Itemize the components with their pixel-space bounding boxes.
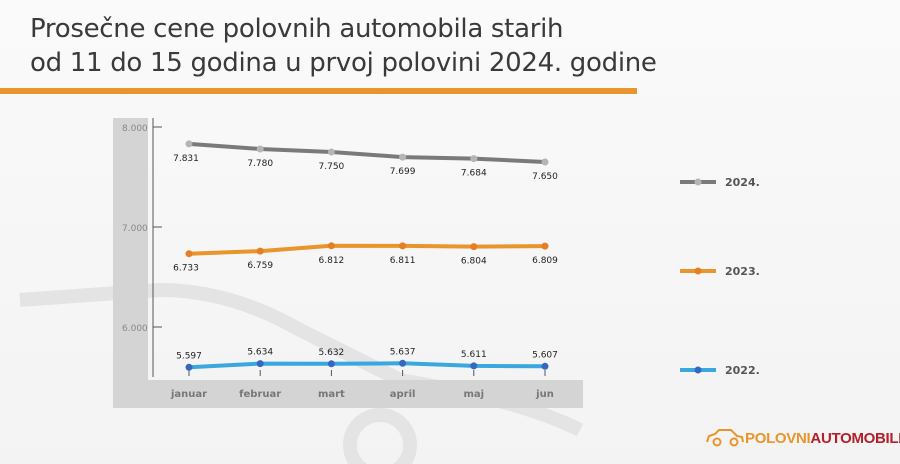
series-2024: 7.831 7.780 7.750 7.699 7.684 7.650 [173,140,558,182]
series-2023: 6.733 6.759 6.812 6.811 6.804 6.809 [173,242,558,274]
logo-text-automobili: AUTOMOBILI [810,429,900,447]
legend-label: 2023. [725,265,760,278]
data-label: 7.684 [461,169,487,179]
y-tick-label: 6.000 [122,324,148,334]
legend-item-2023: 2023. [680,265,760,278]
data-label: 6.809 [532,256,558,266]
data-point [185,140,193,148]
data-label: 7.831 [173,154,199,164]
data-label: 6.759 [247,261,273,271]
data-label: 7.650 [532,172,558,182]
data-point [470,155,478,163]
y-axis-band [113,118,148,380]
y-tick-label: 7.000 [122,224,148,234]
series-line [188,361,546,370]
data-point [327,148,335,156]
data-label: 5.637 [390,347,416,357]
legend-marker [694,178,702,186]
data-label: 7.750 [319,162,345,172]
legend-item-2024: 2024. [680,176,760,189]
data-point [185,363,193,371]
data-label: 6.804 [461,257,487,267]
car-silhouette [19,282,584,464]
data-label: 6.812 [319,256,345,266]
data-label: 7.699 [390,167,416,177]
data-point [399,153,407,161]
series-2022: 5.597 5.634 5.632 5.637 5.611 5.607 [176,347,558,371]
data-label: 6.811 [390,256,416,266]
series-line [188,141,546,164]
series-line [188,243,546,256]
data-point [327,242,335,250]
data-label: 5.634 [247,348,273,358]
data-label: 7.780 [247,159,273,169]
legend-item-2022: 2022. [680,364,760,377]
x-tick-label: februar [239,389,281,400]
data-point [256,145,264,153]
legend-label: 2022. [725,364,760,377]
logo-text-polovni: POLOVNI [745,429,811,447]
polovniautomobili-logo: POLOVNI AUTOMOBILI [705,428,900,448]
title-line-1: Prosečne cene polovnih automobila starih [30,14,564,44]
x-tick-label: mart [318,389,345,400]
data-point [327,360,335,368]
chart-title: Prosečne cene polovnih automobila starih… [30,12,657,80]
x-axis-band [113,380,583,408]
x-tick-label: januar [170,389,207,400]
title-underline [0,88,637,94]
data-label: 5.597 [176,351,202,361]
data-label: 5.611 [461,350,487,360]
legend-label: 2024. [725,176,760,189]
data-label: 6.733 [173,264,199,274]
data-point [470,243,478,251]
data-point [541,242,549,250]
y-tick-label: 8.000 [122,124,148,134]
legend-marker [694,267,702,275]
data-point [399,359,407,367]
data-point [399,242,407,250]
data-point [256,360,264,368]
data-point [541,362,549,370]
legend-marker [694,366,702,374]
data-point [470,362,478,370]
data-point [541,158,549,166]
data-point [256,247,264,255]
x-tick-label: jun [535,389,554,400]
data-label: 5.607 [532,350,558,360]
data-label: 5.632 [319,348,345,358]
x-tick-label: april [390,389,416,400]
x-tick-label: maj [463,389,484,400]
data-point [185,250,193,258]
car-logo-icon [706,429,744,447]
title-line-2: od 11 do 15 godina u prvoj polovini 2024… [30,48,657,78]
